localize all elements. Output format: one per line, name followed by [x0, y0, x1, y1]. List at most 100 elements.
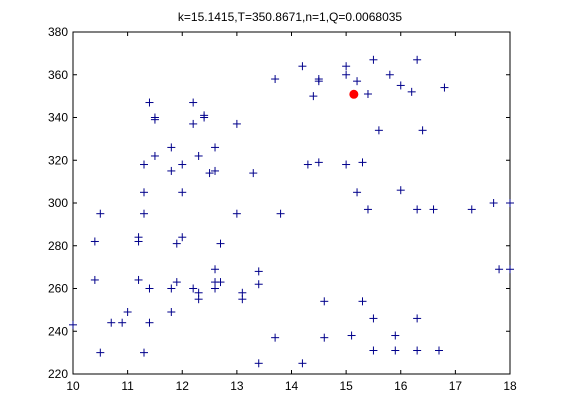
plus-marker	[363, 89, 372, 98]
plus-marker	[140, 348, 149, 357]
y-tick-label: 340	[48, 111, 68, 125]
plus-marker	[216, 278, 225, 287]
plus-marker	[178, 233, 187, 242]
y-tick-label: 320	[48, 153, 68, 167]
plus-marker	[440, 83, 449, 92]
plus-marker	[194, 288, 203, 297]
plus-marker	[189, 119, 198, 128]
x-tick-label: 15	[339, 379, 353, 393]
plus-marker	[90, 275, 99, 284]
plus-marker	[303, 160, 312, 169]
plus-marker	[358, 297, 367, 306]
plus-marker	[254, 267, 263, 276]
plus-marker	[232, 119, 241, 128]
plus-marker	[467, 205, 476, 214]
plus-marker	[413, 346, 422, 355]
plus-marker	[150, 115, 159, 124]
plus-marker	[396, 81, 405, 90]
plus-marker	[320, 297, 329, 306]
plus-marker	[391, 331, 400, 340]
x-tick-label: 18	[503, 379, 517, 393]
plus-marker	[140, 160, 149, 169]
x-tick-label: 16	[394, 379, 408, 393]
plus-marker	[506, 199, 514, 207]
plus-marker	[189, 284, 198, 293]
plus-marker	[342, 62, 351, 71]
plus-marker	[429, 205, 438, 214]
plus-marker	[271, 333, 280, 342]
plus-marker	[96, 209, 105, 218]
plus-marker	[145, 284, 154, 293]
plus-marker	[353, 77, 362, 86]
plus-marker	[506, 265, 514, 274]
data-points	[69, 55, 514, 368]
plus-marker	[211, 284, 220, 293]
plus-marker	[407, 87, 416, 96]
plus-marker	[90, 237, 99, 246]
plus-marker	[118, 318, 127, 327]
plus-marker	[254, 280, 263, 289]
plus-marker	[150, 151, 159, 160]
plus-marker	[369, 55, 378, 64]
plus-marker	[418, 126, 427, 135]
plus-marker	[342, 70, 351, 79]
y-tick-label: 260	[48, 282, 68, 296]
y-tick-label: 300	[48, 196, 68, 210]
plus-marker	[172, 239, 181, 248]
x-tick-label: 12	[176, 379, 190, 393]
plus-marker	[374, 126, 383, 135]
axis-ticks: 10 11 12 13 14 15 16 17 18 220 240 260 280 300 320 340 3…	[48, 25, 517, 393]
plus-marker	[249, 169, 258, 178]
plus-marker	[167, 143, 176, 152]
plus-marker	[123, 308, 132, 317]
plus-marker	[298, 62, 307, 71]
plus-marker	[369, 346, 378, 355]
plus-marker	[396, 186, 405, 195]
plus-marker	[145, 318, 154, 327]
plus-marker	[194, 151, 203, 160]
x-tick-label: 17	[449, 379, 463, 393]
plus-marker	[369, 314, 378, 323]
plus-marker	[134, 233, 143, 242]
plus-marker	[495, 265, 504, 274]
plus-marker	[167, 284, 176, 293]
chart-title: k=15.1415,T=350.8671,n=1,Q=0.0068035	[178, 10, 403, 24]
plus-marker	[205, 169, 214, 178]
plus-marker	[140, 209, 149, 218]
plus-marker	[167, 308, 176, 317]
plus-marker	[211, 143, 220, 152]
plus-marker	[314, 158, 323, 167]
plus-marker	[276, 209, 285, 218]
plus-marker	[385, 70, 394, 79]
plus-marker	[358, 158, 367, 167]
plus-marker	[232, 209, 241, 218]
plus-marker	[320, 333, 329, 342]
plus-marker	[211, 265, 220, 274]
highlight-point	[349, 89, 359, 99]
plus-marker	[413, 205, 422, 214]
plus-marker	[413, 314, 422, 323]
plus-marker	[391, 346, 400, 355]
plus-marker	[69, 320, 77, 329]
plus-marker	[271, 75, 280, 84]
y-tick-label: 220	[48, 367, 68, 381]
plus-marker	[172, 278, 181, 287]
plus-marker	[178, 188, 187, 197]
plus-marker	[134, 275, 143, 284]
plus-marker	[238, 295, 247, 304]
y-tick-label: 360	[48, 68, 68, 82]
plus-marker	[363, 205, 372, 214]
plus-marker	[489, 199, 498, 207]
plus-marker	[314, 75, 323, 84]
plus-marker	[200, 111, 209, 120]
plus-marker	[96, 348, 105, 357]
plus-marker	[211, 166, 220, 175]
plus-marker	[309, 92, 318, 101]
plus-marker	[145, 98, 154, 107]
plus-marker	[353, 188, 362, 197]
plus-marker	[298, 359, 307, 368]
x-tick-label: 10	[66, 379, 80, 393]
y-tick-label: 380	[48, 25, 68, 39]
x-tick-label: 14	[285, 379, 299, 393]
